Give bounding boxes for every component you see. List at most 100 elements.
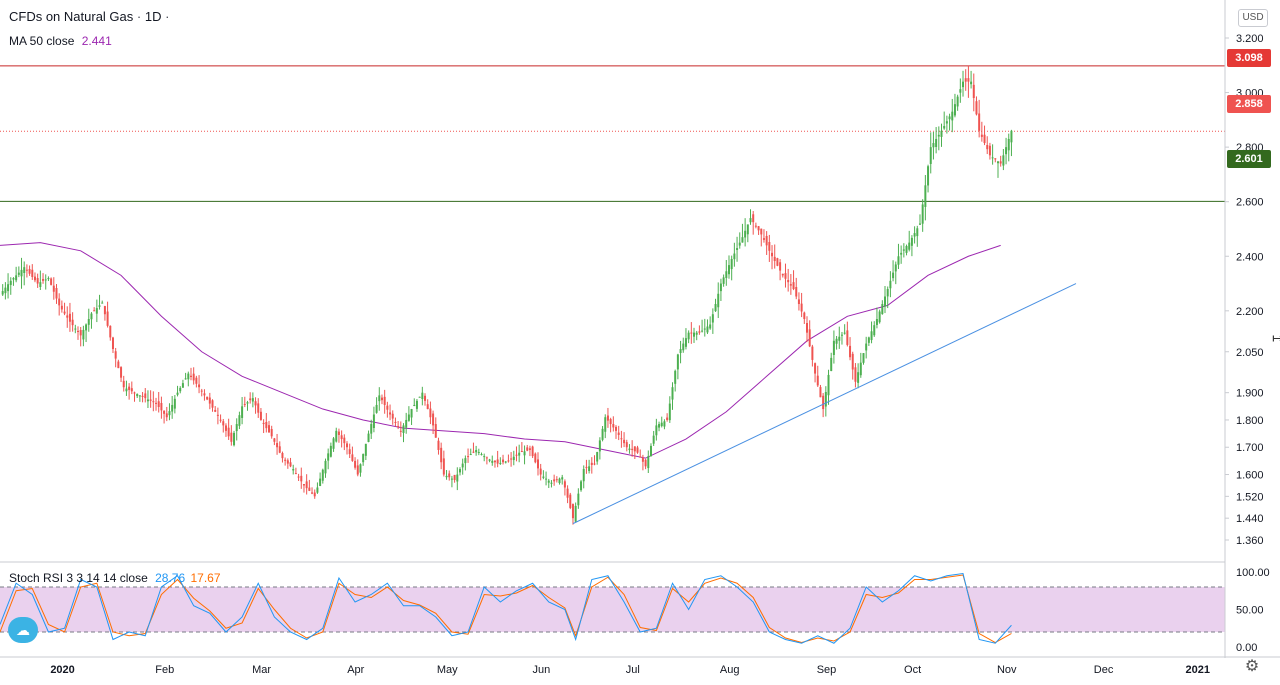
candle-body [806,323,808,333]
candle-body [316,487,319,493]
candle-body [636,447,639,453]
time-tick-label: 2021 [1185,664,1209,676]
candle-body [235,424,238,432]
candle-body [609,419,612,425]
support-trendline[interactable] [572,283,1077,525]
tradingview-logo-icon[interactable]: ☁ [8,617,38,643]
ma-layer [0,242,1001,459]
price-tick-label: 1.440 [1236,513,1264,525]
candle-body [445,475,448,478]
candle-body [746,224,749,235]
time-tick-label: Feb [155,664,174,676]
cursor-icon: ↦ [1272,330,1280,346]
candle-body [321,469,324,481]
candle-body [28,269,31,274]
candle-body [284,459,287,461]
horizontal-levels[interactable] [0,65,1225,202]
trendline-layer[interactable] [572,283,1077,525]
candle-body [709,324,712,329]
candle-body [4,287,7,294]
candle-body [442,458,445,475]
resistance-price-tag: 3.098 [1227,49,1271,67]
candle-body [588,466,591,471]
candle-body [717,293,720,308]
stoch-legend[interactable]: Stoch RSI 3 3 14 14 close 28.76 17.67 [9,571,221,585]
candle-body [666,417,669,420]
candle-body [68,313,71,322]
currency-button[interactable]: USD [1238,9,1268,27]
interval-label[interactable]: 1D [144,9,162,24]
candle-body [44,279,47,281]
candle-body [943,125,946,129]
candle-body [329,445,332,457]
price-tick-label: 1.360 [1236,535,1264,547]
candle-body [375,404,378,413]
ma-legend[interactable]: MA 50 close 2.441 [9,34,112,48]
candle-body [921,204,924,224]
candle-body [563,481,566,488]
candle-body [176,392,179,395]
candle-body [932,143,935,148]
candle-body [875,319,878,325]
candle-body [389,412,392,415]
price-tick-label: 1.900 [1236,388,1264,400]
candle-body [386,405,389,410]
candle-body [31,269,34,277]
candle-body [668,403,671,421]
candle-body [641,457,644,462]
price-tick-label: 1.520 [1236,491,1264,503]
candle-body [615,426,618,431]
candle-body [42,279,45,281]
candle-body [198,384,201,388]
candle-body [243,403,246,405]
candle-body [606,415,609,421]
candle-body [47,278,50,280]
gear-icon[interactable]: ⚙ [1244,658,1260,675]
candle-body [192,373,195,381]
candle-body [647,456,650,469]
candle-body [254,401,257,406]
candle-body [682,343,685,351]
candle-body [792,282,795,289]
candle-body [824,391,827,407]
candle-body [380,397,383,401]
candle-body [980,134,983,137]
candle-body [878,311,881,323]
candle-body [257,403,260,413]
candle-body [160,402,163,411]
candle-body [491,460,494,463]
legend-separator: · [136,9,142,24]
candle-body [128,386,131,390]
candles [1,65,1013,525]
candle-body [663,421,666,427]
candle-body [351,454,354,461]
candle-body [962,81,965,88]
candle-body [499,462,502,464]
price-tick-label: 2.600 [1236,197,1264,209]
candle-body [502,459,505,463]
candle-body [781,273,784,276]
candle-body [1007,138,1010,151]
candle-body [488,459,491,461]
candle-body [397,426,400,428]
candle-body [862,353,865,363]
candle-body [219,419,222,421]
candle-body [356,465,359,475]
candle-body [504,461,507,463]
symbol-legend[interactable]: CFDs on Natural Gas · 1D · [9,9,169,24]
candle-body [308,487,311,491]
candle-body [203,393,206,396]
candle-body [537,459,539,469]
candle-body [1002,155,1005,166]
candle-body [114,351,117,359]
candle-body [593,463,596,465]
time-tick-label: May [437,664,458,676]
candle-body [776,258,779,266]
candle-body [585,466,588,468]
candle-body [23,267,26,274]
candle-body [762,238,765,240]
candle-body [9,280,12,285]
candle-body [63,311,66,314]
